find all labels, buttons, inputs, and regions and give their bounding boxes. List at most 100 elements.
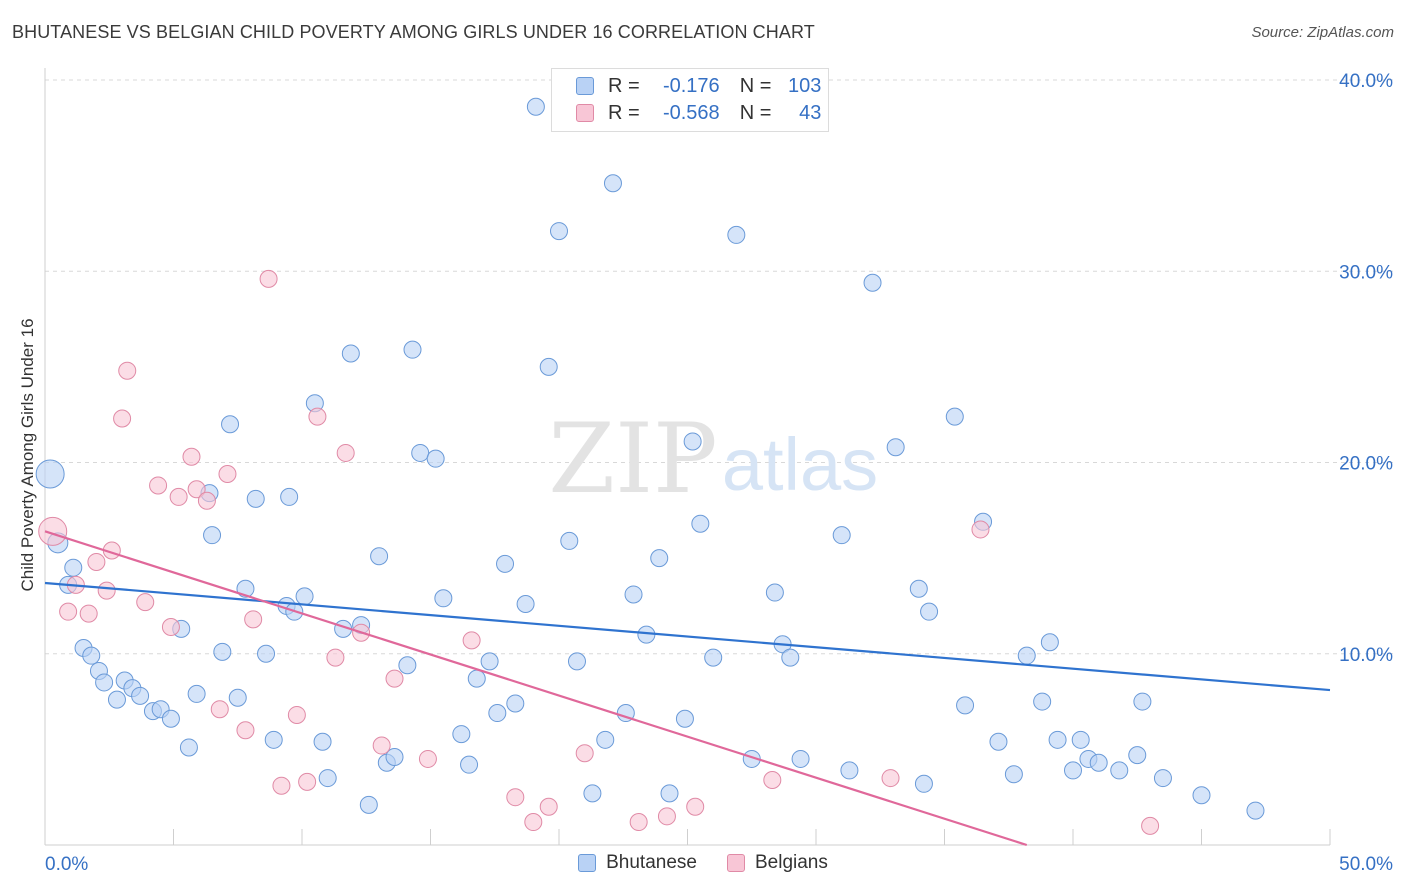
bhutanese-point <box>82 646 101 665</box>
belgians-point <box>118 361 137 380</box>
belgians-point <box>385 669 404 688</box>
bhutanese-point <box>539 357 558 376</box>
bhutanese-point <box>341 344 360 363</box>
bhutanese-point <box>179 738 198 757</box>
correlation-legend: R = -0.176 N = 103 R = -0.568 N = 43 <box>551 68 829 132</box>
belgians-point <box>629 813 648 832</box>
bhutanese-point <box>886 438 905 457</box>
bhutanese-point <box>516 595 535 614</box>
bhutanese-point <box>727 225 746 244</box>
legend-label-belgians: Belgians <box>754 852 828 873</box>
r-label: R = <box>608 101 640 124</box>
bhutanese-point <box>35 459 65 489</box>
y-axis-label: Child Poverty Among Girls Under 16 <box>18 318 37 592</box>
watermark-zip: ZIP <box>548 403 717 515</box>
belgians-point <box>326 648 345 667</box>
bhutanese-point <box>403 340 422 359</box>
bhutanese-point <box>550 222 568 241</box>
bhutanese-point <box>683 432 702 451</box>
legend-item-bhutanese[interactable]: Bhutanese <box>578 852 697 874</box>
belgians-point <box>210 700 229 719</box>
bhutanese-point <box>452 725 471 744</box>
bhutanese-point <box>1064 761 1082 780</box>
bhutanese-point <box>434 589 453 608</box>
bhutanese-point <box>1040 633 1059 652</box>
r-value: -0.176 <box>662 74 720 97</box>
belgians-point <box>272 776 291 795</box>
belgians-point <box>372 736 391 755</box>
belgians-point <box>686 797 705 816</box>
trend-lines <box>44 530 1331 847</box>
belgians-point <box>506 788 525 807</box>
legend-item-belgians[interactable]: Belgians <box>726 852 828 874</box>
tick-labels: 10.0% 20.0% 30.0% 40.0% 0.0% 50.0% <box>45 71 1393 875</box>
y-tick-label: 20.0% <box>1339 454 1393 475</box>
bhutanese-point <box>691 514 710 533</box>
bhutanese-point <box>583 784 602 803</box>
bhutanese-point <box>624 585 643 604</box>
bhutanese-point <box>863 273 882 292</box>
belgians-point <box>971 520 990 539</box>
bhutanese-point <box>1246 801 1265 820</box>
belgians-point <box>187 480 206 499</box>
y-tick-label: 30.0% <box>1339 262 1393 283</box>
legend-label-bhutanese: Bhutanese <box>606 852 697 873</box>
blue-swatch <box>576 77 594 95</box>
bhutanese-point <box>398 656 417 675</box>
source-credit: Source: ZipAtlas.com <box>1251 24 1394 41</box>
belgians-point <box>136 593 155 612</box>
belgians-trend-line <box>44 530 1028 847</box>
belgians-point <box>418 749 437 768</box>
n-label: N = <box>739 74 772 97</box>
bhutanese-point <box>1048 730 1067 749</box>
bhutanese-point <box>956 696 975 715</box>
bhutanese-point <box>228 688 247 707</box>
chart-title: BHUTANESE VS BELGIAN CHILD POVERTY AMONG… <box>12 22 815 42</box>
bhutanese-point <box>765 583 784 602</box>
belgians-point <box>298 772 317 791</box>
bhutanese-point <box>1128 746 1147 765</box>
belgians-point <box>1141 816 1160 835</box>
bhutanese-point <box>675 709 694 728</box>
belgians-point <box>161 617 180 636</box>
bhutanese-point <box>480 652 499 671</box>
bhutanese-point <box>95 673 114 692</box>
bhutanese-point <box>426 449 445 468</box>
bhutanese-point <box>1017 646 1036 665</box>
bhutanese-point <box>832 526 851 545</box>
bhutanese-point <box>318 769 337 788</box>
r-value: -0.568 <box>662 101 720 124</box>
bhutanese-point <box>920 602 939 621</box>
y-tick-label: 40.0% <box>1339 71 1393 92</box>
legend-row-bhutanese: R = -0.176 N = 103 <box>576 73 821 99</box>
gridlines <box>45 79 1393 655</box>
legend-row-belgians: R = -0.568 N = 43 <box>576 100 821 126</box>
bhutanese-point <box>1033 692 1052 711</box>
bhutanese-point <box>313 732 332 751</box>
bhutanese-point <box>704 648 723 667</box>
bhutanese-point <box>1192 786 1211 805</box>
bhutanese-point <box>467 669 486 688</box>
belgians-point <box>524 813 543 832</box>
bhutanese-point <box>213 642 232 661</box>
bhutanese-point <box>246 489 265 508</box>
bhutanese-point <box>64 558 83 577</box>
belgians-point <box>97 581 116 600</box>
bhutanese-point <box>488 704 507 723</box>
belgians-point <box>539 797 558 816</box>
belgians-point <box>763 770 782 789</box>
bhutanese-trend-line <box>44 581 1331 692</box>
belgians-point <box>287 705 306 724</box>
bhutanese-point <box>131 686 150 705</box>
bhutanese-point <box>567 652 586 671</box>
belgians-point <box>657 807 676 826</box>
belgians-point <box>59 602 78 621</box>
pink-swatch <box>576 104 594 122</box>
bhutanese-point <box>1089 753 1108 772</box>
belgians-point <box>182 447 201 466</box>
bhutanese-point <box>295 587 314 606</box>
belgians-point <box>336 443 355 462</box>
n-label: N = <box>739 101 772 124</box>
axes <box>44 68 1331 846</box>
r-label: R = <box>608 74 640 97</box>
